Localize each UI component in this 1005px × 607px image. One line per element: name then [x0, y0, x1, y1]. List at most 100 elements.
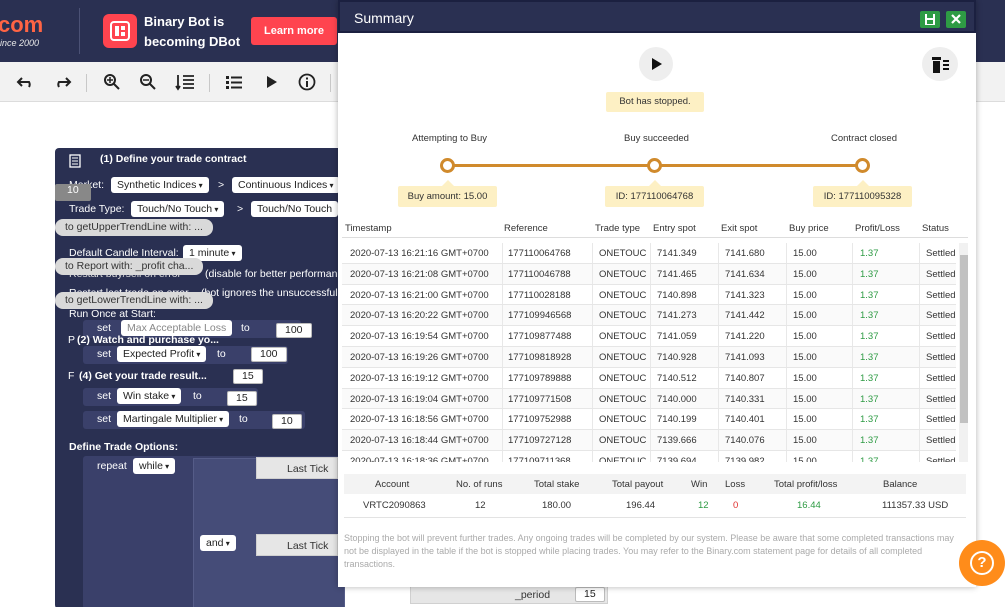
table-cell-status: Settled: [926, 331, 956, 343]
table-cell-timestamp: 2020-07-13 16:19:12 GMT+0700: [350, 372, 489, 384]
martingale-value[interactable]: 10: [272, 414, 302, 429]
candle-interval-dropdown[interactable]: 1 minute: [183, 245, 242, 261]
column-header[interactable]: Timestamp: [345, 223, 392, 234]
run-bot-button[interactable]: [639, 47, 673, 81]
column-header[interactable]: Profit/Loss: [855, 223, 900, 234]
trade-subtype-dropdown[interactable]: Touch/No Touch: [251, 201, 339, 217]
list-icon[interactable]: [224, 73, 244, 91]
column-separator: [650, 305, 651, 326]
play-icon[interactable]: [262, 73, 282, 91]
column-separator: [650, 243, 651, 263]
win-stake-value[interactable]: 15: [227, 391, 257, 406]
total-stake: 180.00: [542, 500, 572, 511]
toolbar-divider: [86, 74, 87, 92]
column-separator: [592, 347, 593, 367]
column-header[interactable]: Entry spot: [653, 223, 696, 234]
trade-type-dropdown[interactable]: Touch/No Touch: [131, 201, 225, 217]
column-header[interactable]: Exit spot: [721, 223, 758, 234]
column-separator: [650, 263, 651, 284]
column-header[interactable]: Buy price: [789, 223, 829, 234]
table-cell-reference: 177109752988: [508, 414, 572, 426]
column-separator: [718, 326, 719, 346]
win-stake-set-block[interactable]: set Win stake to: [83, 388, 258, 406]
report-function[interactable]: to Report with: _profit cha...: [55, 258, 204, 275]
totals-column-header: Total profit/loss: [774, 479, 838, 490]
submarket-dropdown[interactable]: Continuous Indices: [232, 177, 340, 193]
table-cell-entry: 7140.928: [657, 352, 697, 363]
info-icon[interactable]: [297, 73, 317, 91]
column-separator: [650, 430, 651, 450]
sort-icon[interactable]: [175, 73, 195, 91]
condition-block[interactable]: and: [193, 458, 345, 607]
upper-trendline-function[interactable]: to getUpperTrendLine with: ...: [55, 219, 213, 236]
max-loss-set-block[interactable]: set Max Acceptable Loss to: [83, 320, 301, 338]
repeat-while-block[interactable]: repeat while and: [83, 456, 345, 607]
lower-trendline-function[interactable]: to getLowerTrendLine with: ...: [55, 292, 213, 309]
period-value[interactable]: 15: [575, 587, 605, 602]
while-dropdown[interactable]: while: [133, 458, 176, 474]
zoom-in-icon[interactable]: [102, 73, 122, 91]
table-cell-entry: 7140.512: [657, 372, 697, 384]
table-cell-type: ONETOUC: [599, 435, 647, 447]
column-separator: [852, 284, 853, 305]
column-separator: [718, 263, 719, 284]
table-cell-timestamp: 2020-07-13 16:18:56 GMT+0700: [350, 414, 489, 426]
progress-dot: [440, 158, 455, 173]
column-separator: [786, 430, 787, 450]
help-button[interactable]: ?: [959, 540, 1005, 586]
column-separator: [592, 326, 593, 346]
step-label-attempting: Attempting to Buy: [412, 133, 487, 144]
table-cell-status: Settled: [926, 310, 956, 322]
summary-modal: Summary Bot has stopped. Attempting to B…: [338, 0, 976, 587]
table-scrollbar[interactable]: [959, 243, 968, 462]
expected-profit-value[interactable]: 100: [251, 347, 287, 362]
scrollbar-thumb[interactable]: [960, 255, 968, 423]
table-cell-buy: 15.00: [793, 331, 817, 343]
max-loss-variable[interactable]: Max Acceptable Loss: [121, 320, 233, 336]
table-cell-timestamp: 2020-07-13 16:21:16 GMT+0700: [350, 248, 489, 259]
expected-profit-set-block[interactable]: set Expected Profit to: [83, 346, 288, 364]
column-header[interactable]: Reference: [504, 223, 548, 234]
column-separator: [919, 243, 920, 263]
win-stake-variable[interactable]: Win stake: [117, 388, 182, 404]
column-header[interactable]: Status: [922, 223, 949, 234]
table-cell-exit: 7141.634: [725, 268, 765, 280]
totals-column-header: Balance: [883, 479, 918, 490]
ten-value-pill[interactable]: 10: [55, 184, 91, 201]
last-tick-block-1[interactable]: Last Tick: [256, 457, 338, 479]
last-tick-block-2[interactable]: Last Tick: [256, 534, 338, 556]
martingale-set-block[interactable]: set Martingale Multiplier to: [83, 411, 305, 429]
undo-icon[interactable]: [16, 73, 36, 91]
table-cell-pl: 1.37: [860, 310, 879, 322]
total-profit-loss: 16.44: [797, 500, 821, 511]
column-separator: [786, 451, 787, 462]
summary-header: Summary: [338, 0, 976, 33]
column-separator: [592, 263, 593, 284]
column-separator: [786, 243, 787, 263]
table-cell-status: Settled: [926, 435, 956, 447]
and-dropdown[interactable]: and: [200, 535, 236, 551]
table-cell-entry: 7141.273: [657, 310, 697, 322]
period-block[interactable]: _period 15: [410, 584, 608, 604]
market-dropdown[interactable]: Synthetic Indices: [111, 177, 209, 193]
martingale-variable[interactable]: Martingale Multiplier: [117, 411, 230, 427]
column-header[interactable]: Trade type: [595, 223, 641, 234]
trade-contract-title: (1) Define your trade contract: [100, 153, 247, 165]
column-separator: [502, 367, 503, 388]
win-count: 12: [698, 500, 709, 511]
close-icon[interactable]: [946, 11, 966, 28]
clear-stats-button[interactable]: [922, 47, 958, 81]
column-separator: [852, 409, 853, 430]
max-loss-value[interactable]: 100: [276, 323, 312, 338]
result-number-value[interactable]: 15: [233, 369, 263, 384]
table-cell-reference: 177109789888: [508, 372, 572, 384]
save-icon[interactable]: [920, 11, 940, 28]
block-doc-icon: [69, 154, 81, 171]
column-separator: [718, 347, 719, 367]
learn-more-button[interactable]: Learn more: [251, 17, 337, 45]
table-cell-entry: 7140.000: [657, 393, 697, 405]
redo-icon[interactable]: [52, 73, 72, 91]
zoom-out-icon[interactable]: [138, 73, 158, 91]
market-separator: >: [218, 179, 225, 191]
expected-profit-variable[interactable]: Expected Profit: [117, 346, 207, 362]
